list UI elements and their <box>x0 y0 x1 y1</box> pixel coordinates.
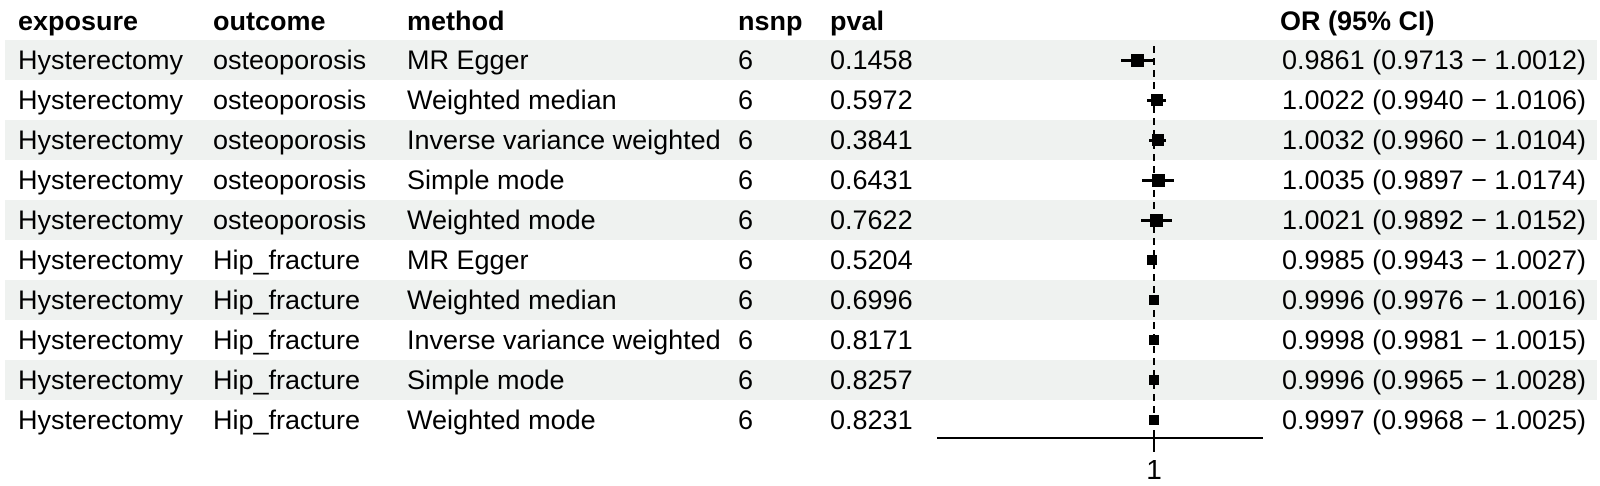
cell-exposure: Hysterectomy <box>18 245 184 275</box>
row-stripe <box>5 40 1597 80</box>
cell-method: Simple mode <box>407 365 565 395</box>
cell-method: Simple mode <box>407 165 565 195</box>
cell-nsnp: 6 <box>738 125 754 155</box>
cell-exposure: Hysterectomy <box>18 85 184 115</box>
cell-method: MR Egger <box>407 45 529 75</box>
column-header-outcome: outcome <box>213 6 326 36</box>
cell-exposure: Hysterectomy <box>18 325 184 355</box>
cell-or-ci: 0.9998 (0.9981 − 1.0015) <box>1282 325 1587 355</box>
cell-exposure: Hysterectomy <box>18 205 184 235</box>
row-stripe <box>5 280 1597 320</box>
x-axis-tick-label: 1 <box>1146 454 1162 485</box>
table-row: Hysterectomy osteoporosis Weighted median 6… <box>0 80 1600 120</box>
cell-outcome: osteoporosis <box>213 125 367 155</box>
row-stripe <box>5 200 1597 240</box>
column-header-method: method <box>407 6 505 36</box>
cell-nsnp: 6 <box>738 165 754 195</box>
cell-exposure: Hysterectomy <box>18 405 184 435</box>
column-header-nsnp: nsnp <box>738 6 803 36</box>
cell-method: Weighted mode <box>407 205 596 235</box>
cell-outcome: Hip_fracture <box>213 285 361 315</box>
table-row: Hysterectomy Hip_fracture MR Egger 6 0.5204 0… <box>0 240 1600 280</box>
table-row: Hysterectomy osteoporosis Inverse variance… <box>0 120 1600 160</box>
cell-exposure: Hysterectomy <box>18 365 184 395</box>
cell-pval: 0.8231 <box>830 405 913 435</box>
table-row: Hysterectomy Hip_fracture Weighted mode 6 0.… <box>0 400 1600 440</box>
cell-exposure: Hysterectomy <box>18 165 184 195</box>
cell-or-ci: 0.9996 (0.9976 − 1.0016) <box>1282 285 1587 315</box>
cell-or-ci: 0.9985 (0.9943 − 1.0027) <box>1282 245 1587 275</box>
table-row: Hysterectomy osteoporosis MR Egger 6 0.1458 0… <box>0 40 1600 80</box>
cell-outcome: Hip_fracture <box>213 365 361 395</box>
row-stripe <box>5 360 1597 400</box>
cell-nsnp: 6 <box>738 365 754 395</box>
cell-nsnp: 6 <box>738 285 754 315</box>
cell-pval: 0.6996 <box>830 285 913 315</box>
cell-or-ci: 1.0022 (0.9940 − 1.0106) <box>1282 85 1587 115</box>
cell-nsnp: 6 <box>738 325 754 355</box>
table-row: Hysterectomy Hip_fracture Inverse variance… <box>0 320 1600 360</box>
cell-outcome: osteoporosis <box>213 205 367 235</box>
cell-or-ci: 0.9997 (0.9968 − 1.0025) <box>1282 405 1587 435</box>
table-row: Hysterectomy osteoporosis Weighted mode 6 0.… <box>0 200 1600 240</box>
cell-or-ci: 1.0035 (0.9897 − 1.0174) <box>1282 165 1587 195</box>
cell-outcome: Hip_fracture <box>213 405 361 435</box>
cell-pval: 0.8257 <box>830 365 913 395</box>
cell-method: Weighted median <box>407 285 617 315</box>
cell-nsnp: 6 <box>738 405 754 435</box>
cell-outcome: Hip_fracture <box>213 325 361 355</box>
cell-pval: 0.5204 <box>830 245 913 275</box>
cell-outcome: Hip_fracture <box>213 245 361 275</box>
cell-or-ci: 1.0032 (0.9960 − 1.0104) <box>1282 125 1587 155</box>
cell-nsnp: 6 <box>738 245 754 275</box>
cell-outcome: osteoporosis <box>213 85 367 115</box>
table-row: Hysterectomy osteoporosis Simple mode 6 0.64… <box>0 160 1600 200</box>
cell-pval: 0.6431 <box>830 165 913 195</box>
cell-outcome: osteoporosis <box>213 165 367 195</box>
column-header-exposure: exposure <box>18 6 139 36</box>
cell-method: MR Egger <box>407 245 529 275</box>
cell-exposure: Hysterectomy <box>18 45 184 75</box>
cell-method: Inverse variance weighted <box>407 125 721 155</box>
cell-method: Weighted mode <box>407 405 596 435</box>
cell-nsnp: 6 <box>738 205 754 235</box>
cell-exposure: Hysterectomy <box>18 125 184 155</box>
row-stripe <box>5 120 1597 160</box>
cell-or-ci: 1.0021 (0.9892 − 1.0152) <box>1282 205 1587 235</box>
cell-nsnp: 6 <box>738 85 754 115</box>
cell-outcome: osteoporosis <box>213 45 367 75</box>
table-row: Hysterectomy Hip_fracture Simple mode 6 0.82… <box>0 360 1600 400</box>
cell-pval: 0.1458 <box>830 45 913 75</box>
cell-pval: 0.3841 <box>830 125 913 155</box>
cell-pval: 0.5972 <box>830 85 913 115</box>
cell-or-ci: 0.9861 (0.9713 − 1.0012) <box>1282 45 1587 75</box>
column-header-pval: pval <box>830 6 885 36</box>
cell-pval: 0.8171 <box>830 325 913 355</box>
cell-method: Inverse variance weighted <box>407 325 721 355</box>
cell-nsnp: 6 <box>738 45 754 75</box>
cell-pval: 0.7622 <box>830 205 913 235</box>
column-header-or-ci: OR (95% CI) <box>1280 6 1435 36</box>
cell-or-ci: 0.9996 (0.9965 − 1.0028) <box>1282 365 1587 395</box>
cell-method: Weighted median <box>407 85 617 115</box>
cell-exposure: Hysterectomy <box>18 285 184 315</box>
table-row: Hysterectomy Hip_fracture Weighted median 6… <box>0 280 1600 320</box>
